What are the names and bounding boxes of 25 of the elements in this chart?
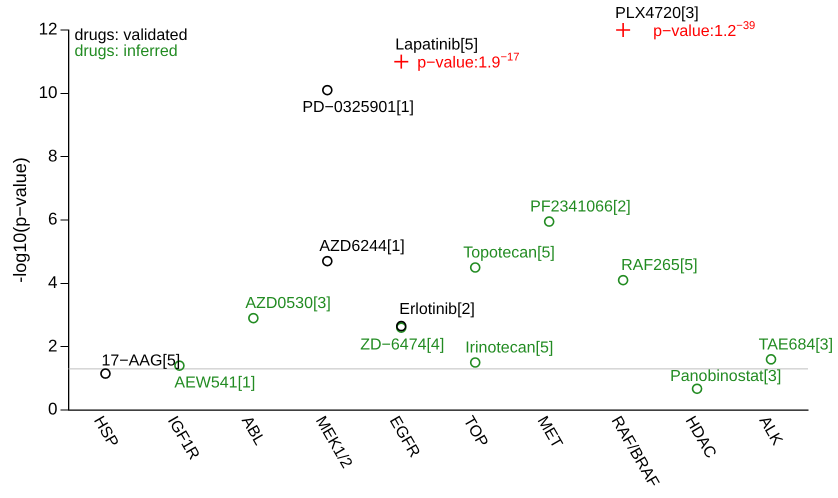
- annotation: Erlotinib[2]: [399, 301, 475, 318]
- y-tick-label: 4: [48, 273, 58, 292]
- annotation: Topotecan[5]: [463, 244, 555, 262]
- annotation: AEW541[1]: [174, 374, 256, 392]
- y-tick-label: 10: [38, 83, 58, 102]
- annotation: TAE684[3]: [758, 336, 834, 354]
- annotation: ZD−6474[4]: [360, 336, 444, 354]
- y-tick-label: 2: [48, 336, 58, 356]
- text: drugs: validated: [74, 27, 188, 44]
- annotation: Irinotecan[5]: [465, 340, 554, 356]
- y-tick-label: 6: [48, 210, 58, 229]
- annotation: AZD0530[3]: [245, 295, 331, 312]
- y-tick-label: 0: [48, 400, 58, 419]
- annotation: PF2341066[2]: [530, 198, 631, 216]
- y-tick-label: 12: [38, 20, 58, 39]
- annotation: AZD6244[1]: [319, 238, 405, 256]
- annotation: Panobinostat[3]: [670, 368, 782, 385]
- y-tick-label: 8: [48, 146, 58, 166]
- y-axis-title: -log10(p−value): [10, 157, 30, 283]
- annotation: PD−0325901[1]: [302, 99, 414, 116]
- annotation: 17−AAG[5]: [101, 352, 180, 370]
- annotation: Lapatinib[5]: [395, 36, 478, 54]
- annotation: RAF265[5]: [621, 257, 698, 274]
- annotation: PLX4720[3]: [615, 5, 699, 22]
- text: drugs: inferred: [74, 43, 178, 60]
